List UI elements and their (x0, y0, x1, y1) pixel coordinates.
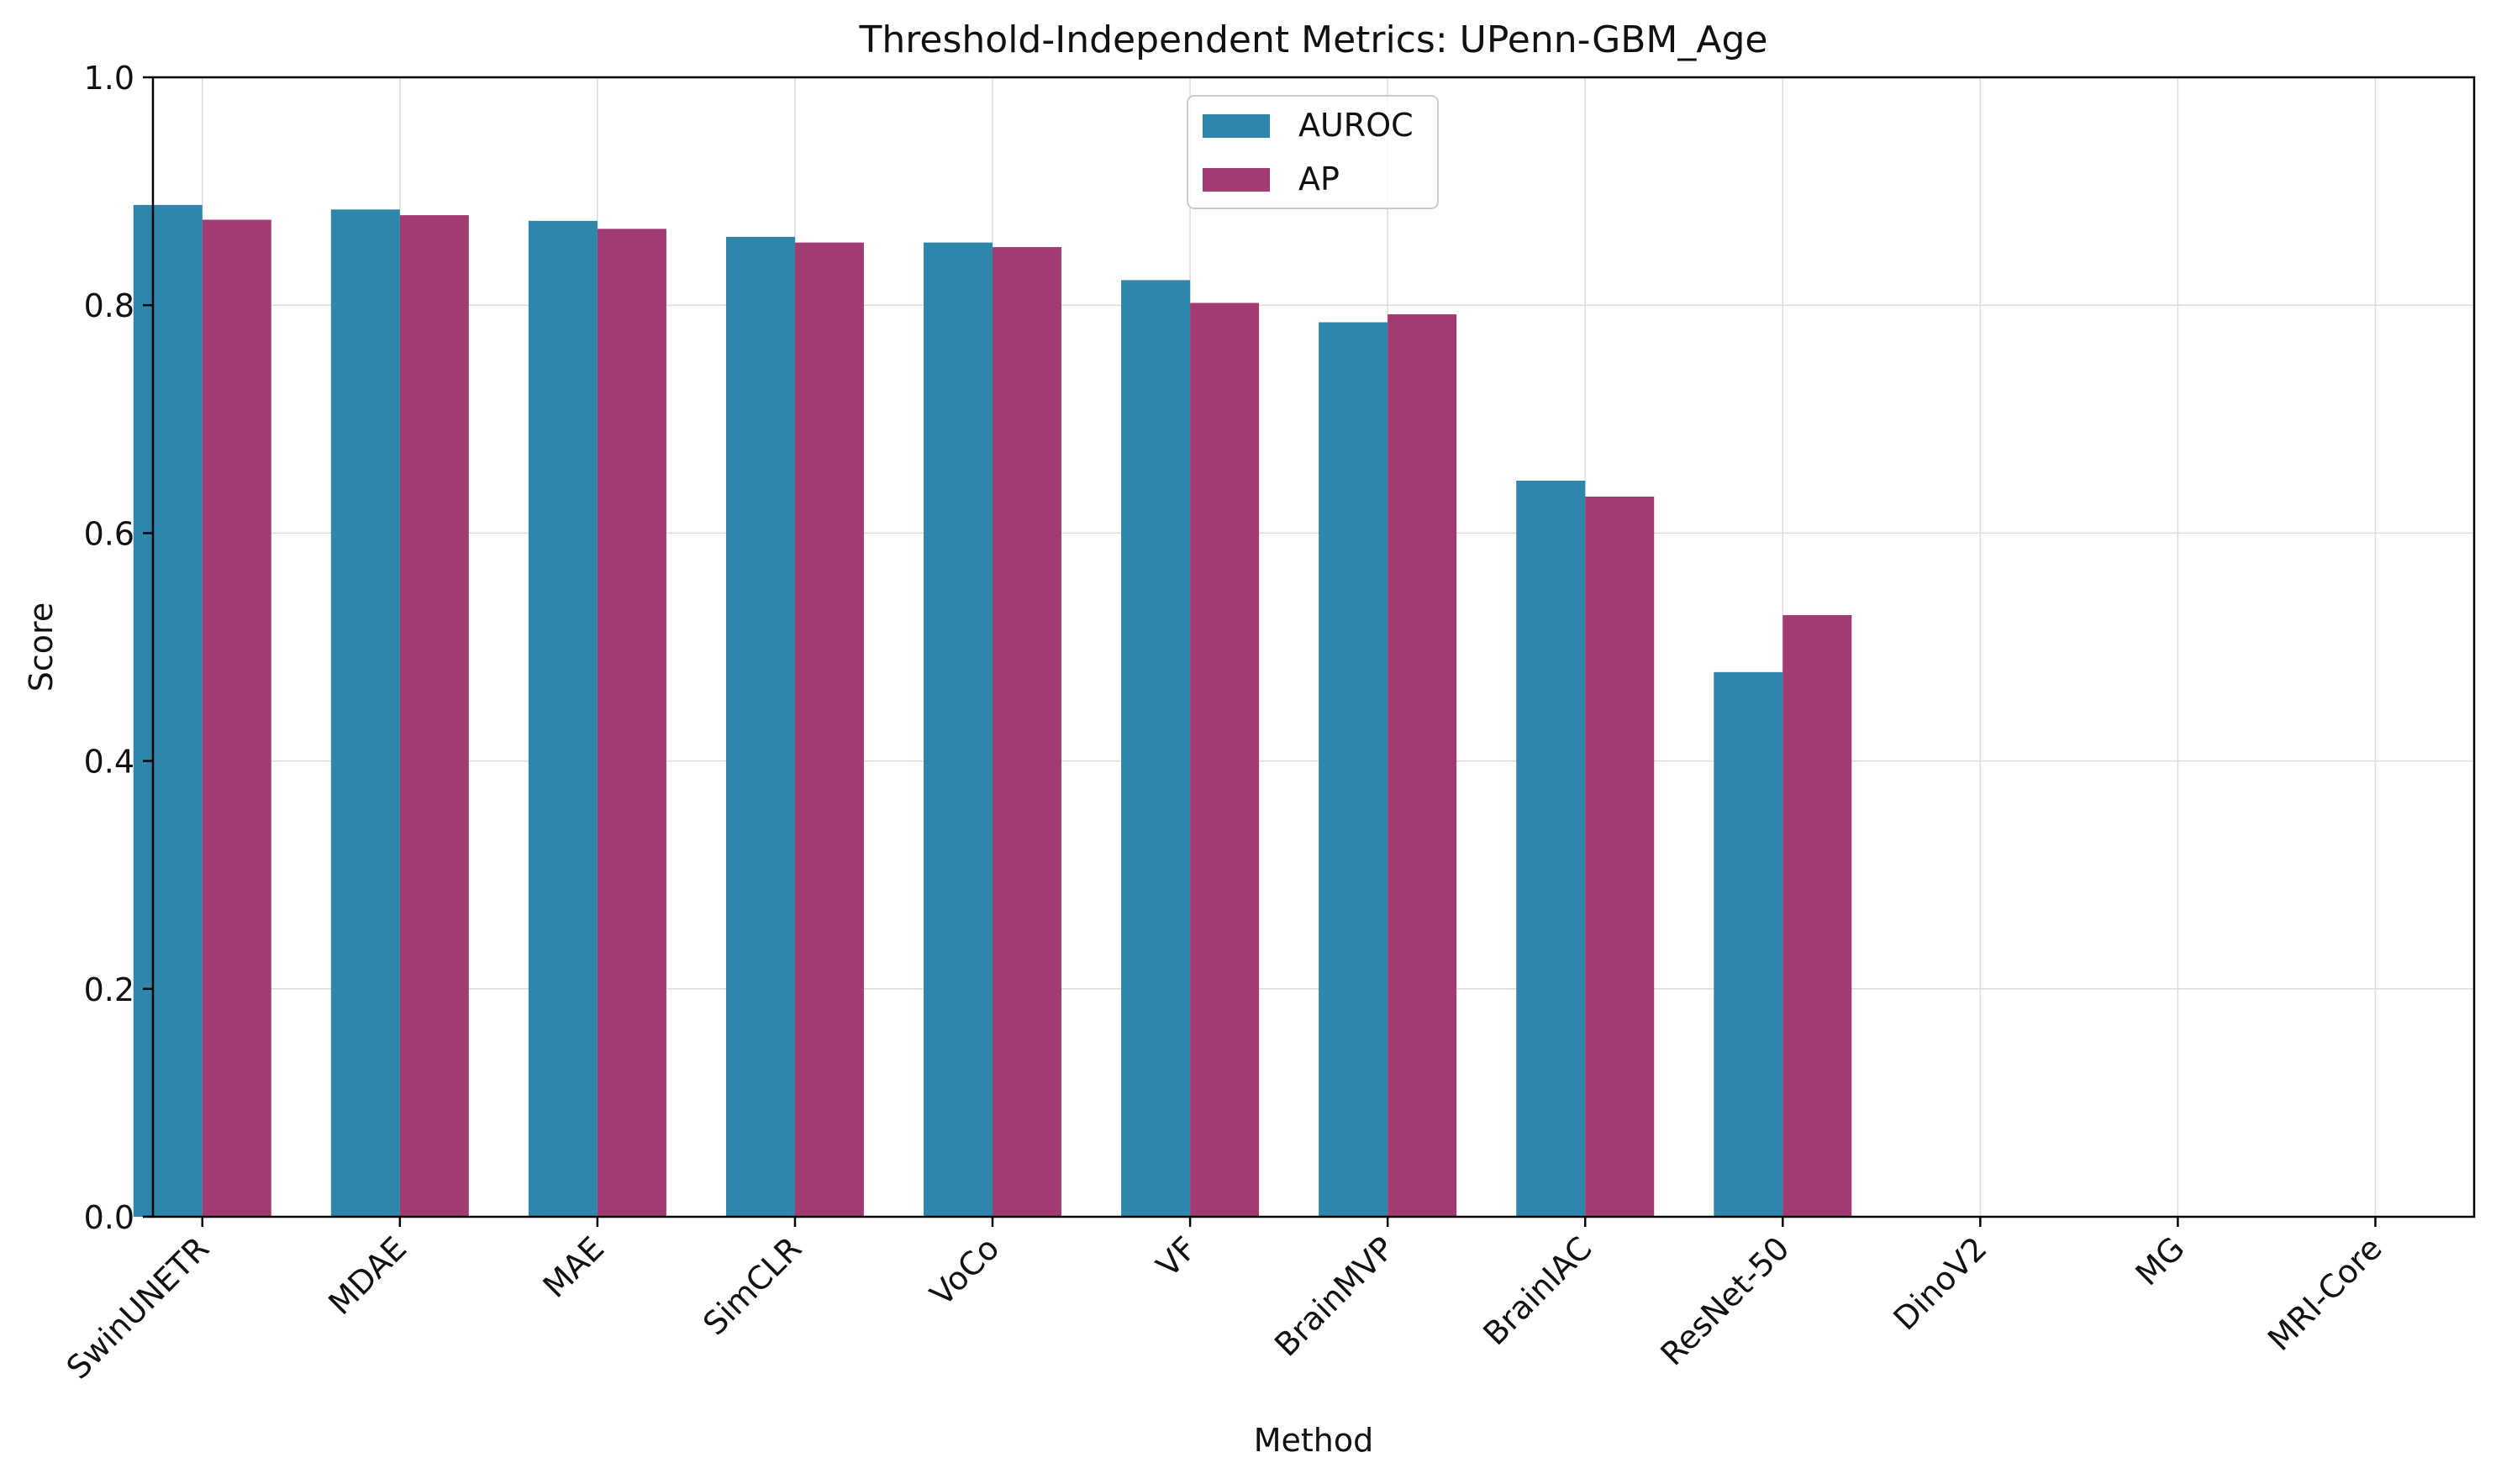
bar-auroc (330, 209, 400, 1217)
bar-auroc (1714, 671, 1783, 1217)
legend-swatch-ap (1203, 168, 1270, 192)
bar-ap (1190, 303, 1260, 1217)
y-tick-label: 1.0 (84, 60, 134, 97)
legend-label-ap: AP (1298, 161, 1340, 197)
y-tick-label: 0.2 (84, 971, 134, 1008)
y-tick-label: 0.0 (84, 1199, 134, 1236)
y-tick-label: 0.6 (84, 515, 134, 552)
y-tick-label: 0.4 (84, 744, 134, 781)
bar-ap (1388, 314, 1457, 1218)
plot-frame (151, 76, 2476, 1218)
bar-auroc (725, 236, 795, 1218)
chart-title: Threshold-Independent Metrics: UPenn-GBM… (859, 18, 1768, 61)
bar-auroc (528, 220, 598, 1218)
bar-ap (794, 242, 864, 1217)
bar-auroc (1319, 322, 1388, 1217)
bar-auroc (1121, 280, 1191, 1217)
bar-ap (1585, 497, 1655, 1217)
y-tick-label: 0.8 (84, 287, 134, 324)
bar-ap (993, 247, 1062, 1218)
bars (133, 204, 1852, 1218)
legend: AUROC AP (1187, 95, 1439, 209)
bar-ap (1782, 615, 1852, 1217)
bar-ap (399, 215, 469, 1218)
legend-swatch-auroc (1203, 114, 1270, 138)
bar-auroc (133, 204, 203, 1218)
bar-ap (597, 229, 666, 1217)
x-axis-label: Method (1254, 1422, 1374, 1459)
y-axis-label: Score (23, 603, 60, 692)
bar-ap (202, 219, 271, 1217)
bar-auroc (1516, 481, 1586, 1217)
legend-label-auroc: AUROC (1298, 107, 1414, 144)
bar-auroc (924, 242, 993, 1217)
